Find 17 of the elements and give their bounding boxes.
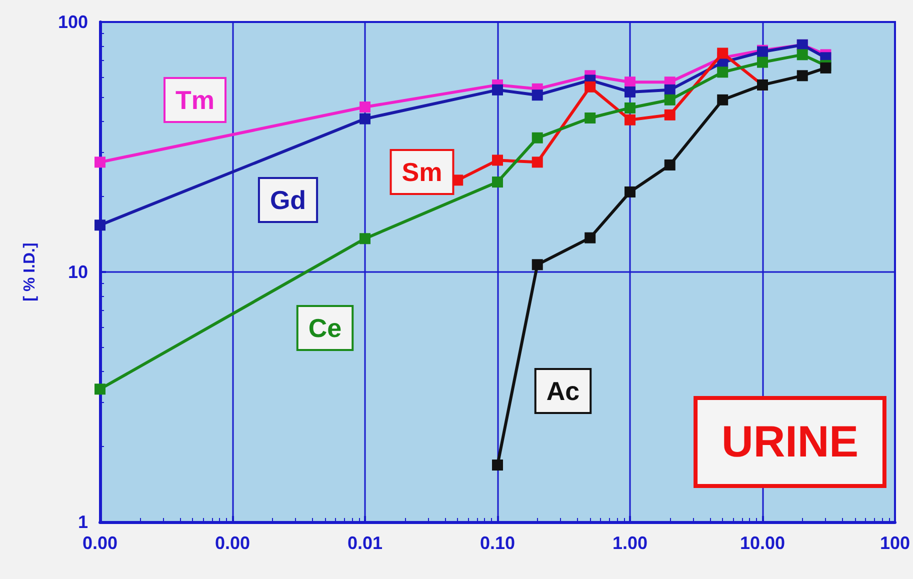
x-tick-label: 0.00 bbox=[214, 533, 250, 553]
x-tick-label: 0.01 bbox=[347, 533, 383, 553]
x-tick-label: 100 bbox=[880, 533, 910, 553]
y-tick-label: 1 bbox=[78, 512, 88, 532]
x-tick-label: 0.10 bbox=[480, 533, 516, 553]
x-tick-label: 0.00 bbox=[82, 533, 118, 553]
y-tick-label: 100 bbox=[58, 12, 88, 32]
series-label: Tm bbox=[176, 85, 214, 115]
series-label: Ac bbox=[546, 376, 580, 406]
series-label: Sm bbox=[402, 157, 442, 187]
y-axis-title: [ % I.D.] bbox=[22, 242, 38, 302]
series-label: Ce bbox=[308, 313, 342, 343]
x-tick-label: 10.00 bbox=[740, 533, 786, 553]
annotation: URINE bbox=[722, 418, 858, 466]
y-tick-label: 10 bbox=[68, 262, 88, 282]
series-label: Gd bbox=[270, 185, 306, 215]
x-tick-label: 1.00 bbox=[612, 533, 648, 553]
